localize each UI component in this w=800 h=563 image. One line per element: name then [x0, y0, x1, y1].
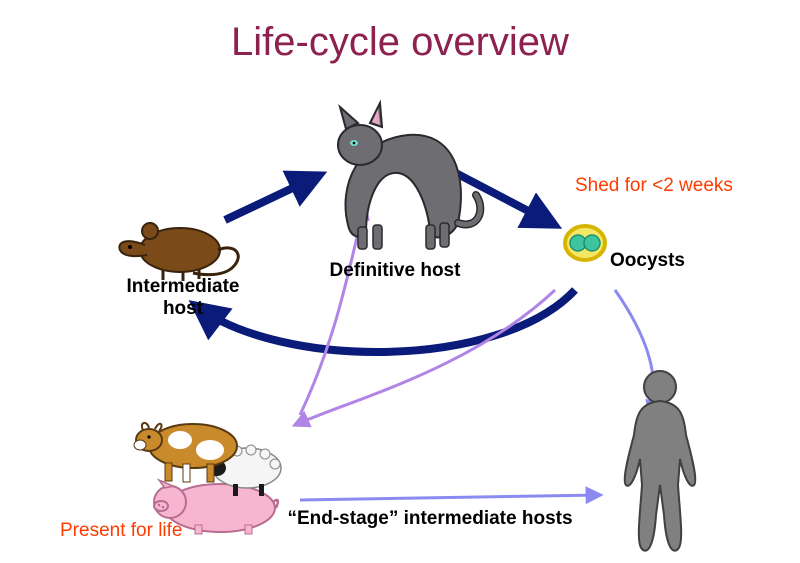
label-definitive-host: Definitive host	[320, 260, 470, 282]
cat-icon	[318, 95, 488, 255]
arrow-oocysts-to-livestock	[295, 290, 555, 425]
diagram-stage: Life-cycle overview	[0, 0, 800, 563]
rat-icon	[105, 195, 245, 285]
label-definitive-host-text: Definitive host	[330, 260, 461, 281]
node-oocysts	[560, 218, 610, 268]
annotation-present: Present for life	[60, 520, 183, 542]
label-oocysts-text: Oocysts	[610, 250, 685, 271]
arrow-livestock-to-human	[300, 495, 600, 500]
oocyst-icon	[560, 218, 610, 268]
node-human	[610, 365, 710, 560]
label-intermediate-host-text: Intermediate host	[127, 276, 240, 319]
label-end-stage: “End-stage” intermediate hosts	[270, 508, 590, 530]
label-intermediate-host: Intermediate host	[108, 276, 258, 320]
label-end-stage-text: “End-stage” intermediate hosts	[287, 508, 572, 529]
node-definitive-host	[318, 95, 488, 255]
label-oocysts: Oocysts	[610, 250, 710, 272]
annotation-shed: Shed for <2 weeks	[575, 175, 733, 197]
node-intermediate-host	[105, 195, 245, 285]
page-title: Life-cycle overview	[0, 20, 800, 65]
human-icon	[610, 365, 710, 560]
